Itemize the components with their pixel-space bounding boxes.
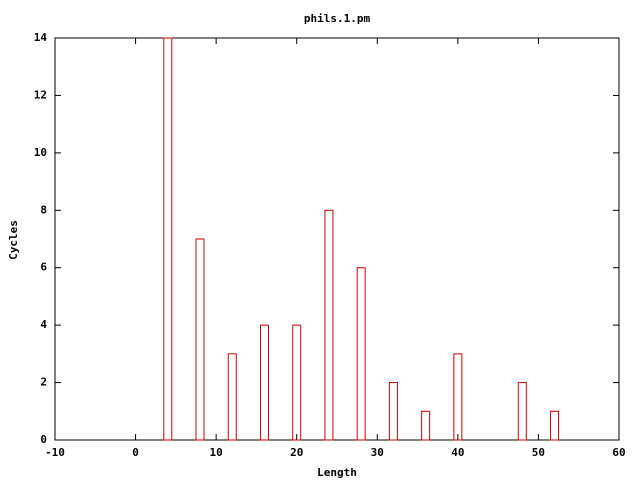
y-tick-label: 14	[34, 31, 48, 44]
y-tick-label: 8	[40, 203, 47, 216]
bar	[453, 353, 463, 441]
plot-frame	[54, 37, 620, 441]
bar	[292, 324, 302, 441]
y-tick-label: 4	[40, 318, 47, 331]
y-tick-label: 12	[34, 88, 47, 101]
bar	[388, 382, 398, 441]
bar	[227, 353, 237, 441]
x-tick-label: 10	[210, 446, 223, 459]
x-tick-label: 0	[132, 446, 139, 459]
y-tick-label: 10	[34, 146, 47, 159]
y-tick-label: 0	[40, 433, 47, 446]
x-tick-label: 40	[451, 446, 464, 459]
x-tick-label: -10	[45, 446, 65, 459]
x-tick-label: 50	[532, 446, 545, 459]
x-tick-label: 30	[371, 446, 384, 459]
y-tick-label: 2	[40, 376, 47, 389]
bar	[421, 410, 431, 441]
x-tick-label: 20	[290, 446, 303, 459]
bar	[163, 37, 173, 441]
y-axis-label: Cycles	[7, 220, 20, 260]
bar	[259, 324, 269, 441]
bar	[356, 267, 366, 441]
chart-title: phils.1.pm	[304, 12, 371, 25]
bar	[517, 382, 527, 441]
bar	[195, 238, 205, 441]
bar	[550, 410, 560, 441]
x-tick-label: 60	[612, 446, 625, 459]
y-tick-label: 6	[40, 261, 47, 274]
bar	[324, 209, 334, 441]
x-axis-label: Length	[317, 466, 357, 479]
